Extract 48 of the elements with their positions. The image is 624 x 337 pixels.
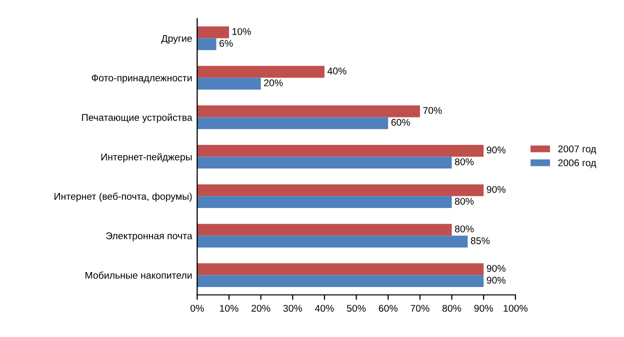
bar	[197, 263, 484, 276]
x-tick-label: 80%	[442, 304, 462, 312]
x-tick-label: 100%	[504, 304, 528, 312]
x-tick-label: 60%	[378, 304, 398, 312]
bar	[197, 224, 452, 236]
y-tick-label: Интернет (веб-почта, форумы)	[54, 192, 192, 202]
data-label: 80%	[454, 198, 474, 205]
legend-label: 2007 год	[558, 145, 596, 154]
bar	[197, 144, 484, 157]
x-tick-label: 30%	[283, 304, 302, 312]
data-label: 20%	[264, 79, 283, 86]
bar	[197, 78, 261, 90]
x-tick-label: 90%	[474, 304, 493, 312]
data-label: 90%	[486, 186, 506, 193]
y-tick-label: Интернет-пейджеры	[101, 153, 192, 162]
y-tick-label: Мобильные накопители	[86, 272, 192, 279]
bar	[197, 156, 452, 169]
y-tick-label: Печатающие устройства	[82, 114, 192, 123]
y-tick-label: Другие	[161, 35, 192, 44]
x-tick-label: 50%	[346, 304, 366, 312]
bar	[197, 236, 468, 248]
bar	[197, 196, 452, 208]
bar	[197, 38, 216, 50]
x-tick-label: 0%	[190, 304, 204, 312]
y-tick-label: Электронная почта	[106, 232, 192, 242]
bar	[197, 66, 324, 78]
data-label: 85%	[470, 237, 490, 244]
bar	[197, 117, 388, 130]
bar	[197, 275, 484, 287]
data-label: 40%	[327, 68, 346, 74]
x-tick-label: 10%	[220, 304, 238, 312]
data-label: 80%	[454, 225, 474, 232]
x-tick-label: 70%	[410, 304, 430, 312]
bar	[197, 184, 484, 196]
bar	[197, 26, 230, 38]
data-label: 60%	[391, 118, 410, 126]
bar	[197, 105, 420, 118]
data-label: 90%	[486, 264, 506, 272]
x-tick-label: 20%	[252, 304, 270, 312]
y-tick-label: Фото-принадлежности	[92, 74, 192, 84]
data-label: 90%	[486, 146, 506, 154]
data-label: 6%	[220, 40, 233, 47]
data-label: 90%	[486, 276, 506, 284]
data-label: 70%	[423, 107, 442, 114]
legend-label: 2006 год	[558, 159, 596, 168]
data-label: 10%	[232, 28, 251, 35]
data-label: 80%	[454, 158, 474, 166]
x-tick-label: 40%	[314, 304, 334, 312]
